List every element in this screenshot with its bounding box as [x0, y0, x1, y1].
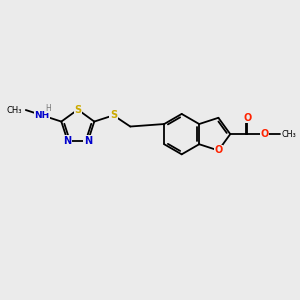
Text: N: N — [64, 136, 72, 146]
Text: S: S — [110, 110, 117, 120]
Text: CH₃: CH₃ — [7, 106, 22, 115]
Text: O: O — [243, 113, 252, 123]
Text: NH: NH — [34, 111, 50, 120]
Text: O: O — [214, 146, 223, 155]
Text: S: S — [74, 105, 81, 115]
Text: O: O — [260, 129, 269, 139]
Text: H: H — [45, 104, 51, 113]
Text: CH₃: CH₃ — [281, 130, 296, 139]
Text: N: N — [84, 136, 92, 146]
